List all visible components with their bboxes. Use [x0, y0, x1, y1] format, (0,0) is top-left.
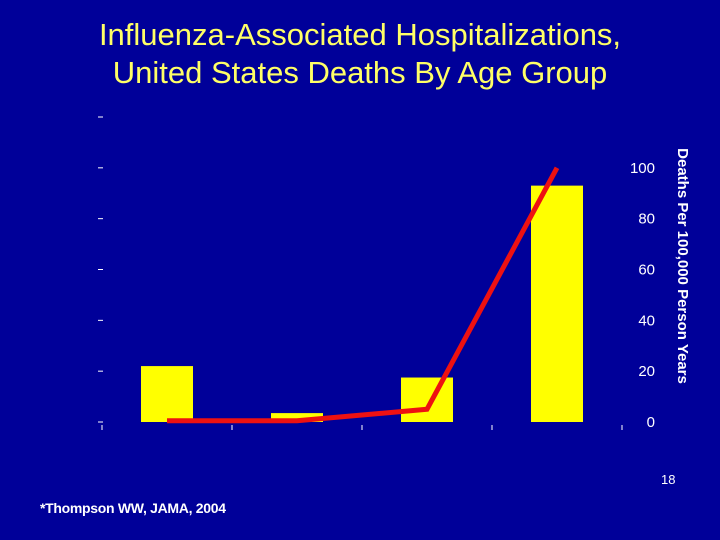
- line-series: [166, 166, 560, 424]
- page-number: 18: [661, 472, 676, 487]
- bar: [401, 377, 453, 422]
- y-tick-label: 80: [638, 211, 655, 228]
- y-tick-label: 20: [638, 363, 655, 380]
- left-axis: [98, 116, 103, 423]
- x-axis: [101, 425, 623, 430]
- citation-footnote: *Thompson WW, JAMA, 2004: [40, 500, 226, 516]
- bar: [271, 413, 323, 422]
- slide-title: Influenza-Associated Hospitalizations, U…: [0, 16, 720, 92]
- slide-title-line-1: Influenza-Associated Hospitalizations,: [98, 17, 622, 52]
- slide-title-line-2: United States Deaths By Age Group: [112, 55, 608, 90]
- bar: [531, 185, 583, 422]
- y-tick-label: 0: [647, 414, 655, 431]
- right-axis: 0 20 40 60 80 100: [630, 160, 655, 431]
- y-axis-title: Deaths Per 100,000 Person Years: [674, 148, 691, 384]
- bar-series: [141, 185, 583, 422]
- bar: [141, 366, 193, 422]
- y-tick-label: 100: [630, 160, 655, 177]
- line-path: [167, 166, 560, 424]
- y-tick-label: 40: [638, 312, 655, 329]
- y-tick-label: 60: [638, 262, 655, 279]
